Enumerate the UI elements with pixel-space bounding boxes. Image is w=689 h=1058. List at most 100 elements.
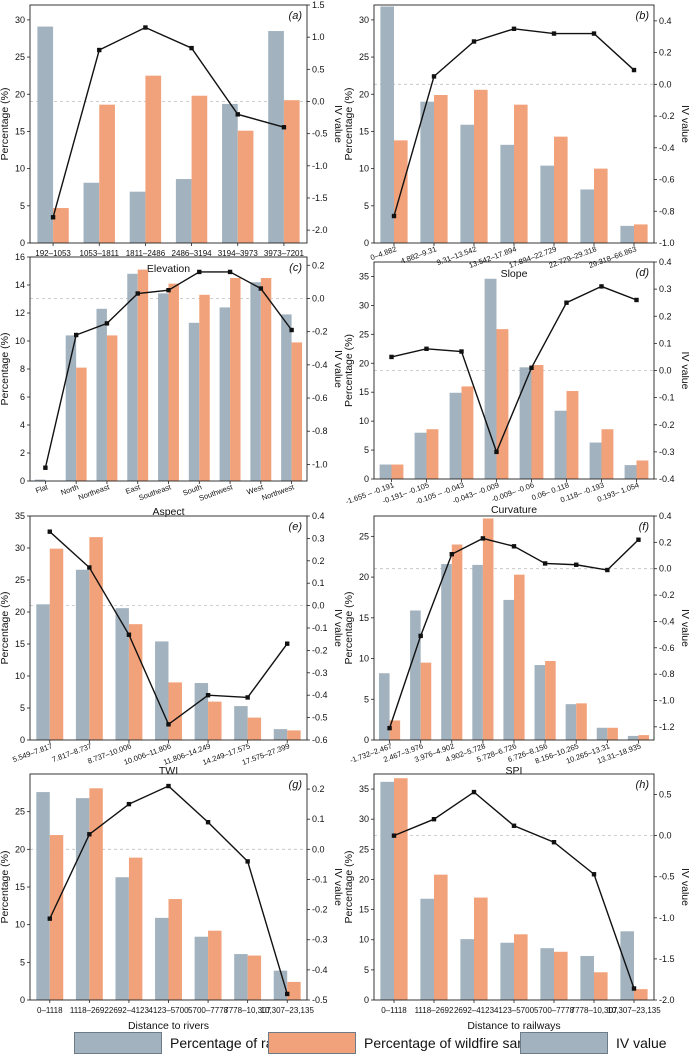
- y-axis-label: Percentage (%): [0, 88, 11, 161]
- y-tick-label: 15: [359, 126, 369, 136]
- y2-tick-label: -0.3: [659, 447, 675, 457]
- y2-axis-label: IV value: [679, 609, 689, 647]
- y2-axis-label: IV value: [332, 868, 344, 906]
- bar-samples: [545, 660, 556, 740]
- y-tick-label: 0: [364, 995, 369, 1005]
- y-tick-label: 2: [20, 448, 25, 458]
- bar-rasters: [540, 165, 554, 243]
- y-tick-label: 0: [20, 476, 25, 486]
- y2-tick-label: -1.0: [659, 695, 675, 705]
- iv-line: [52, 26, 285, 218]
- y2-tick-label: -0.1: [312, 874, 328, 884]
- iv-marker: [529, 365, 534, 370]
- y2-tick-label: 0.0: [659, 831, 672, 841]
- bar-samples: [394, 778, 408, 1000]
- bar-samples: [601, 429, 614, 479]
- y2-tick-label: -1.0: [659, 238, 675, 248]
- bar-samples: [287, 730, 301, 740]
- iv-marker: [104, 321, 110, 326]
- iv-marker: [511, 544, 517, 549]
- bar-samples: [531, 365, 544, 479]
- bar-samples: [389, 720, 401, 740]
- legend-swatch-rasters: [74, 1032, 162, 1054]
- iv-marker: [431, 817, 437, 822]
- bar-rasters: [194, 683, 209, 740]
- plot-frame: [29, 4, 308, 244]
- y2-tick-label: -0.4: [659, 616, 675, 626]
- iv-marker: [166, 783, 171, 789]
- bar-samples: [137, 269, 149, 481]
- x-tick-label: 7778–10,307: [224, 1006, 271, 1015]
- y-axis-label: Percentage (%): [343, 851, 355, 924]
- bar-rasters: [129, 191, 146, 243]
- iv-marker: [285, 641, 290, 646]
- iv-marker: [574, 562, 579, 567]
- y2-tick-label: 0.4: [659, 257, 672, 267]
- bar-samples: [237, 130, 254, 243]
- y2-tick-label: -0.8: [659, 206, 675, 216]
- iv-marker: [126, 632, 132, 637]
- iv-marker: [551, 31, 557, 36]
- bar-samples: [594, 168, 608, 244]
- y2-tick-label: -0.2: [659, 590, 675, 600]
- y2-tick-label: 0.4: [659, 511, 672, 521]
- iv-marker: [281, 125, 287, 130]
- bar-rasters: [65, 335, 77, 481]
- y2-tick-label: -0.5: [312, 995, 328, 1005]
- bar-samples: [426, 429, 439, 479]
- y-tick-label: 14: [15, 280, 25, 290]
- iv-marker: [87, 832, 92, 837]
- y-tick-label: 25: [15, 575, 25, 585]
- y-tick-label: 10: [359, 164, 369, 174]
- y2-tick-label: -1.0: [312, 161, 328, 171]
- panel-letter: (a): [289, 10, 303, 22]
- panel-letter: (h): [636, 779, 650, 791]
- x-tick-label: 10,307–23,135: [607, 1006, 661, 1015]
- panel-letter: (c): [289, 262, 302, 274]
- y-tick-label: 25: [15, 807, 25, 817]
- bar-rasters: [75, 569, 90, 740]
- y2-tick-label: 0.1: [659, 338, 672, 348]
- iv-marker: [471, 39, 477, 44]
- y-tick-label: 20: [359, 89, 369, 99]
- x-tick-label: Southwest: [198, 482, 235, 503]
- y-tick-label: 15: [359, 613, 369, 623]
- y2-tick-label: 0.5: [659, 790, 672, 800]
- bar-rasters: [565, 704, 577, 740]
- y2-tick-label: -0.1: [312, 623, 328, 633]
- bar-rasters: [234, 954, 248, 1000]
- x-tick-label: 4123–5700: [494, 1006, 535, 1015]
- x-tick-label: 2692–4123: [109, 1006, 150, 1015]
- iv-marker: [87, 565, 92, 570]
- x-tick-label: 5700–7778: [188, 1006, 229, 1015]
- y-tick-label: 0: [364, 735, 369, 745]
- y2-tick-label: 0.1: [312, 578, 325, 588]
- x-tick-label: 10,307–23,135: [261, 1006, 315, 1015]
- y-tick-label: 5: [20, 957, 25, 967]
- y2-tick-label: -0.2: [312, 327, 328, 337]
- bar-samples: [514, 574, 525, 740]
- y-tick-label: 5: [364, 445, 369, 455]
- bar-rasters: [503, 599, 514, 740]
- bar-samples: [128, 624, 143, 740]
- bar-samples: [434, 874, 448, 1000]
- bar-rasters: [194, 936, 209, 1000]
- y-tick-label: 4: [20, 420, 25, 430]
- panel-letter: (e): [289, 521, 303, 533]
- y-tick-label: 20: [359, 874, 369, 884]
- x-tick-label: 3973–7201: [264, 249, 305, 258]
- y2-tick-label: 0.2: [659, 48, 672, 58]
- y2-tick-label: 0.2: [659, 537, 672, 547]
- y-tick-label: 0: [20, 995, 25, 1005]
- y2-tick-label: 0.0: [312, 293, 325, 303]
- bar-samples: [576, 703, 587, 740]
- x-tick-label: 1053–1811: [80, 249, 120, 258]
- bar-rasters: [414, 432, 427, 479]
- y2-tick-label: 1.5: [312, 0, 325, 10]
- bar-samples: [208, 930, 222, 1000]
- y2-tick-label: -1.0: [659, 913, 675, 923]
- iv-marker: [189, 45, 194, 51]
- y2-tick-label: -1.5: [659, 954, 675, 964]
- iv-marker: [166, 287, 171, 293]
- bar-rasters: [580, 189, 594, 243]
